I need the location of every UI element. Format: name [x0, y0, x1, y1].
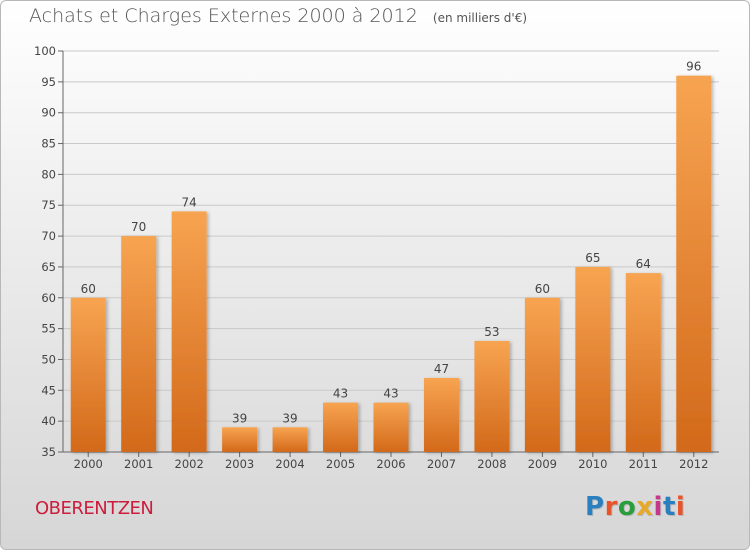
bar	[222, 427, 258, 452]
x-tick-label: 2007	[427, 457, 456, 471]
y-tick-label: 90	[41, 106, 56, 120]
bar	[323, 402, 359, 452]
data-label: 60	[81, 282, 96, 296]
bar	[70, 297, 106, 452]
y-tick-label: 35	[41, 445, 56, 459]
y-tick-label: 55	[41, 322, 56, 336]
x-tick-label: 2008	[477, 457, 506, 471]
data-label: 39	[282, 411, 297, 425]
bar	[524, 297, 560, 452]
bar	[272, 427, 308, 452]
x-tick-label: 2005	[326, 457, 355, 471]
bar	[373, 402, 409, 452]
data-label: 65	[585, 251, 600, 265]
y-tick-label: 80	[41, 167, 56, 181]
x-tick-label: 2012	[679, 457, 708, 471]
bar	[423, 377, 459, 452]
label-layer: 60 70 74 39 39 43 43 47 53 60 65 64 96	[81, 60, 702, 426]
data-label: 74	[182, 195, 197, 209]
x-tick-label: 2004	[275, 457, 304, 471]
data-label: 60	[535, 282, 550, 296]
proxiti-logo[interactable]: Proxiti	[585, 492, 685, 522]
logo-letter: r	[604, 492, 618, 522]
logo-letter: i	[675, 492, 686, 522]
data-label: 39	[232, 411, 247, 425]
x-tick-label: 2009	[528, 457, 557, 471]
logo-letter: P	[585, 492, 605, 522]
chart-subtitle: (en milliers d'€)	[432, 11, 528, 25]
y-tick-label: 45	[41, 383, 56, 397]
bar	[676, 75, 712, 452]
data-label: 47	[434, 362, 449, 376]
y-tick-label: 100	[34, 44, 56, 58]
logo-letter: x	[636, 492, 654, 522]
y-tick-label: 95	[41, 75, 56, 89]
bar	[625, 273, 661, 452]
y-tick-label: 40	[41, 414, 56, 428]
data-label: 53	[484, 325, 499, 339]
data-label: 70	[131, 220, 146, 234]
y-tick-label: 70	[41, 229, 56, 243]
bar	[121, 236, 157, 452]
bar	[171, 211, 207, 452]
logo-letter: i	[653, 492, 663, 522]
chart-title: Achats et Charges Externes 2000 à 2012 (…	[29, 5, 527, 27]
y-tick-label: 85	[41, 137, 56, 151]
bar	[575, 266, 611, 452]
data-label: 43	[383, 387, 398, 401]
logo-letter: o	[617, 492, 637, 522]
y-tick-label: 50	[41, 352, 56, 366]
logo-letter: t	[662, 492, 676, 522]
y-tick-label: 65	[41, 260, 56, 274]
data-label: 43	[333, 387, 348, 401]
x-tick-label: 2000	[74, 457, 103, 471]
x-tick-label: 2002	[175, 457, 204, 471]
y-tick-label: 60	[41, 291, 56, 305]
bar	[474, 340, 510, 452]
data-label: 64	[636, 257, 651, 271]
data-label: 96	[686, 60, 701, 74]
x-tick-label: 2001	[124, 457, 153, 471]
town-name: OBERENTZEN	[35, 498, 154, 519]
bar-layer	[70, 75, 712, 452]
y-tick-label: 75	[41, 198, 56, 212]
x-tick-label: 2003	[225, 457, 254, 471]
x-tick-label: 2011	[629, 457, 658, 471]
x-tick-label: 2010	[578, 457, 607, 471]
x-tick-label: 2006	[376, 457, 405, 471]
chart-title-main: Achats et Charges Externes 2000 à 2012	[29, 5, 418, 27]
